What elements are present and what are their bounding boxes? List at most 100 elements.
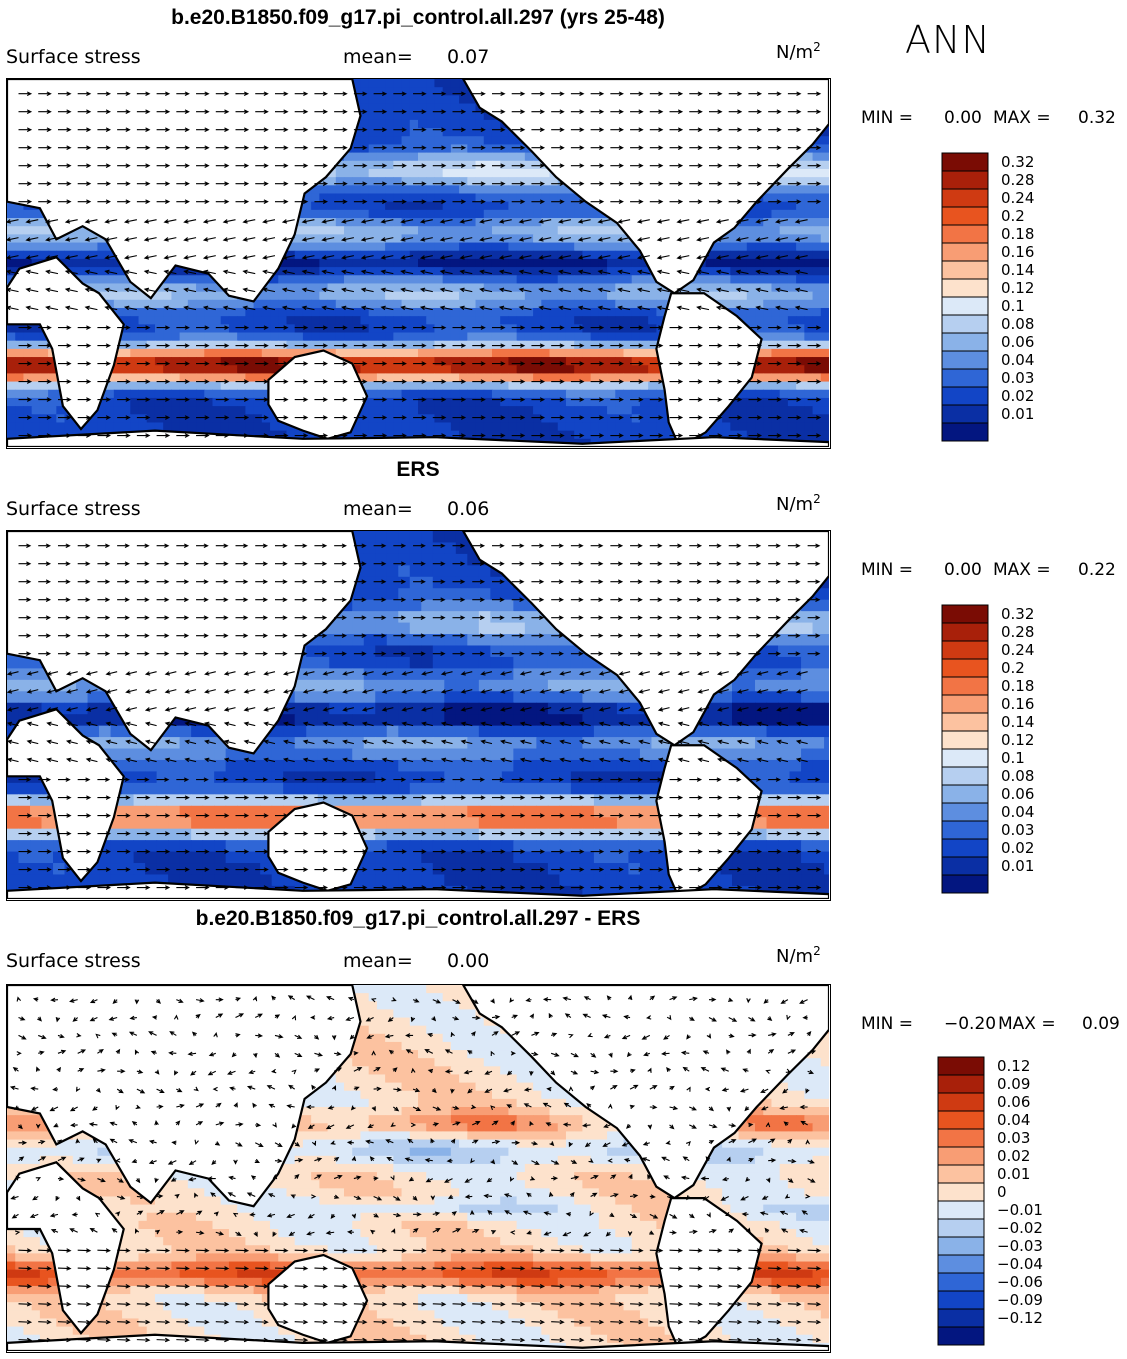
stress-arrow — [500, 220, 512, 223]
stress-arrow — [551, 616, 563, 620]
stress-arrow — [176, 598, 188, 602]
stress-arrow — [349, 997, 354, 1000]
stress-arrow — [492, 850, 504, 854]
stress-arrow — [689, 778, 701, 782]
stress-arrow — [650, 562, 662, 566]
stress-arrow — [453, 434, 465, 438]
stress-arrow — [383, 740, 393, 743]
stress-arrow — [530, 1122, 533, 1126]
stress-arrow — [629, 1175, 632, 1179]
stress-arrow — [19, 146, 31, 150]
variable-label: Surface stress — [6, 498, 141, 520]
stress-arrow — [275, 850, 287, 854]
stress-arrow — [334, 1338, 346, 1342]
stress-arrow — [445, 1179, 452, 1183]
stress-arrow — [38, 146, 50, 150]
stress-arrow — [729, 1249, 741, 1253]
stress-arrow — [136, 1105, 140, 1108]
stress-arrow — [135, 1051, 138, 1055]
stress-arrow — [564, 1123, 571, 1127]
stress-arrow — [216, 182, 228, 186]
stress-arrow — [421, 256, 433, 259]
stress-arrow — [28, 722, 38, 725]
stress-arrow — [347, 1125, 354, 1128]
stress-arrow — [520, 306, 532, 309]
stress-arrow — [492, 1015, 499, 1019]
stress-arrow — [342, 306, 354, 309]
stress-arrow — [137, 598, 149, 602]
stress-arrow — [97, 886, 109, 890]
stress-arrow — [591, 326, 603, 330]
stress-arrow — [472, 652, 484, 656]
stress-arrow — [275, 416, 287, 420]
stress-arrow — [796, 288, 808, 291]
stress-arrow — [413, 562, 425, 566]
stress-arrow — [354, 344, 366, 348]
stress-arrow — [295, 398, 307, 402]
stress-arrow — [689, 1230, 696, 1234]
stress-arrow — [650, 164, 662, 168]
stress-arrow — [462, 672, 472, 675]
stress-arrow — [166, 690, 176, 693]
stress-arrow — [768, 652, 780, 656]
stress-arrow — [639, 722, 649, 725]
stress-arrow — [591, 164, 603, 168]
stress-arrow — [729, 544, 741, 548]
stress-arrow — [216, 778, 228, 782]
stress-arrow — [550, 1141, 554, 1145]
stress-arrow — [560, 690, 570, 693]
colorbar-label: 0.08 — [1001, 315, 1034, 333]
stress-arrow — [650, 182, 662, 186]
stress-arrow — [157, 164, 169, 168]
stress-arrow — [58, 580, 70, 584]
stress-arrow — [19, 562, 31, 566]
stress-arrow — [768, 398, 780, 402]
stress-arrow — [176, 868, 188, 872]
stress-arrow — [748, 886, 760, 890]
stress-arrow — [512, 1267, 524, 1271]
stress-arrow — [225, 708, 235, 711]
stress-arrow — [314, 1158, 321, 1161]
stress-arrow — [216, 398, 228, 402]
stress-arrow — [659, 722, 669, 725]
stress-arrow — [186, 690, 196, 693]
stress-arrow — [354, 868, 366, 872]
stress-arrow — [275, 110, 287, 114]
stress-arrow — [19, 344, 31, 348]
stress-arrow — [709, 850, 721, 854]
stress-arrow — [650, 778, 662, 782]
colorbar-swatch — [941, 278, 989, 298]
stress-arrow — [604, 1124, 610, 1127]
stress-arrow — [117, 1196, 124, 1199]
stress-arrow — [196, 1211, 201, 1214]
stress-arrow — [591, 634, 603, 638]
stress-arrow — [334, 416, 346, 420]
max-label: MAX = — [993, 560, 1051, 580]
stress-arrow — [492, 434, 504, 438]
stress-arrow — [658, 256, 670, 259]
stress-arrow — [551, 326, 563, 330]
stress-arrow — [737, 306, 749, 309]
stress-arrow — [682, 1051, 689, 1055]
stress-arrow — [125, 238, 137, 241]
stress-arrow — [709, 1141, 713, 1144]
stress-arrow — [689, 868, 701, 872]
stress-arrow — [808, 1179, 815, 1183]
stress-arrow — [374, 1320, 386, 1324]
stress-arrow — [748, 1302, 760, 1306]
stress-arrow — [314, 92, 326, 96]
stress-arrow — [255, 326, 267, 330]
stress-arrow — [78, 814, 90, 818]
stress-arrow — [283, 220, 295, 223]
stress-arrow — [137, 1320, 149, 1324]
stress-arrow — [788, 868, 800, 872]
stress-arrow — [117, 832, 129, 836]
stress-arrow — [107, 758, 117, 761]
stress-arrow — [382, 220, 394, 223]
stress-arrow — [689, 362, 701, 366]
stress-arrow — [748, 580, 760, 584]
stress-arrow — [393, 1249, 405, 1253]
stress-arrow — [196, 1285, 208, 1289]
stress-arrow — [236, 1143, 242, 1146]
stress-arrow — [137, 164, 149, 168]
